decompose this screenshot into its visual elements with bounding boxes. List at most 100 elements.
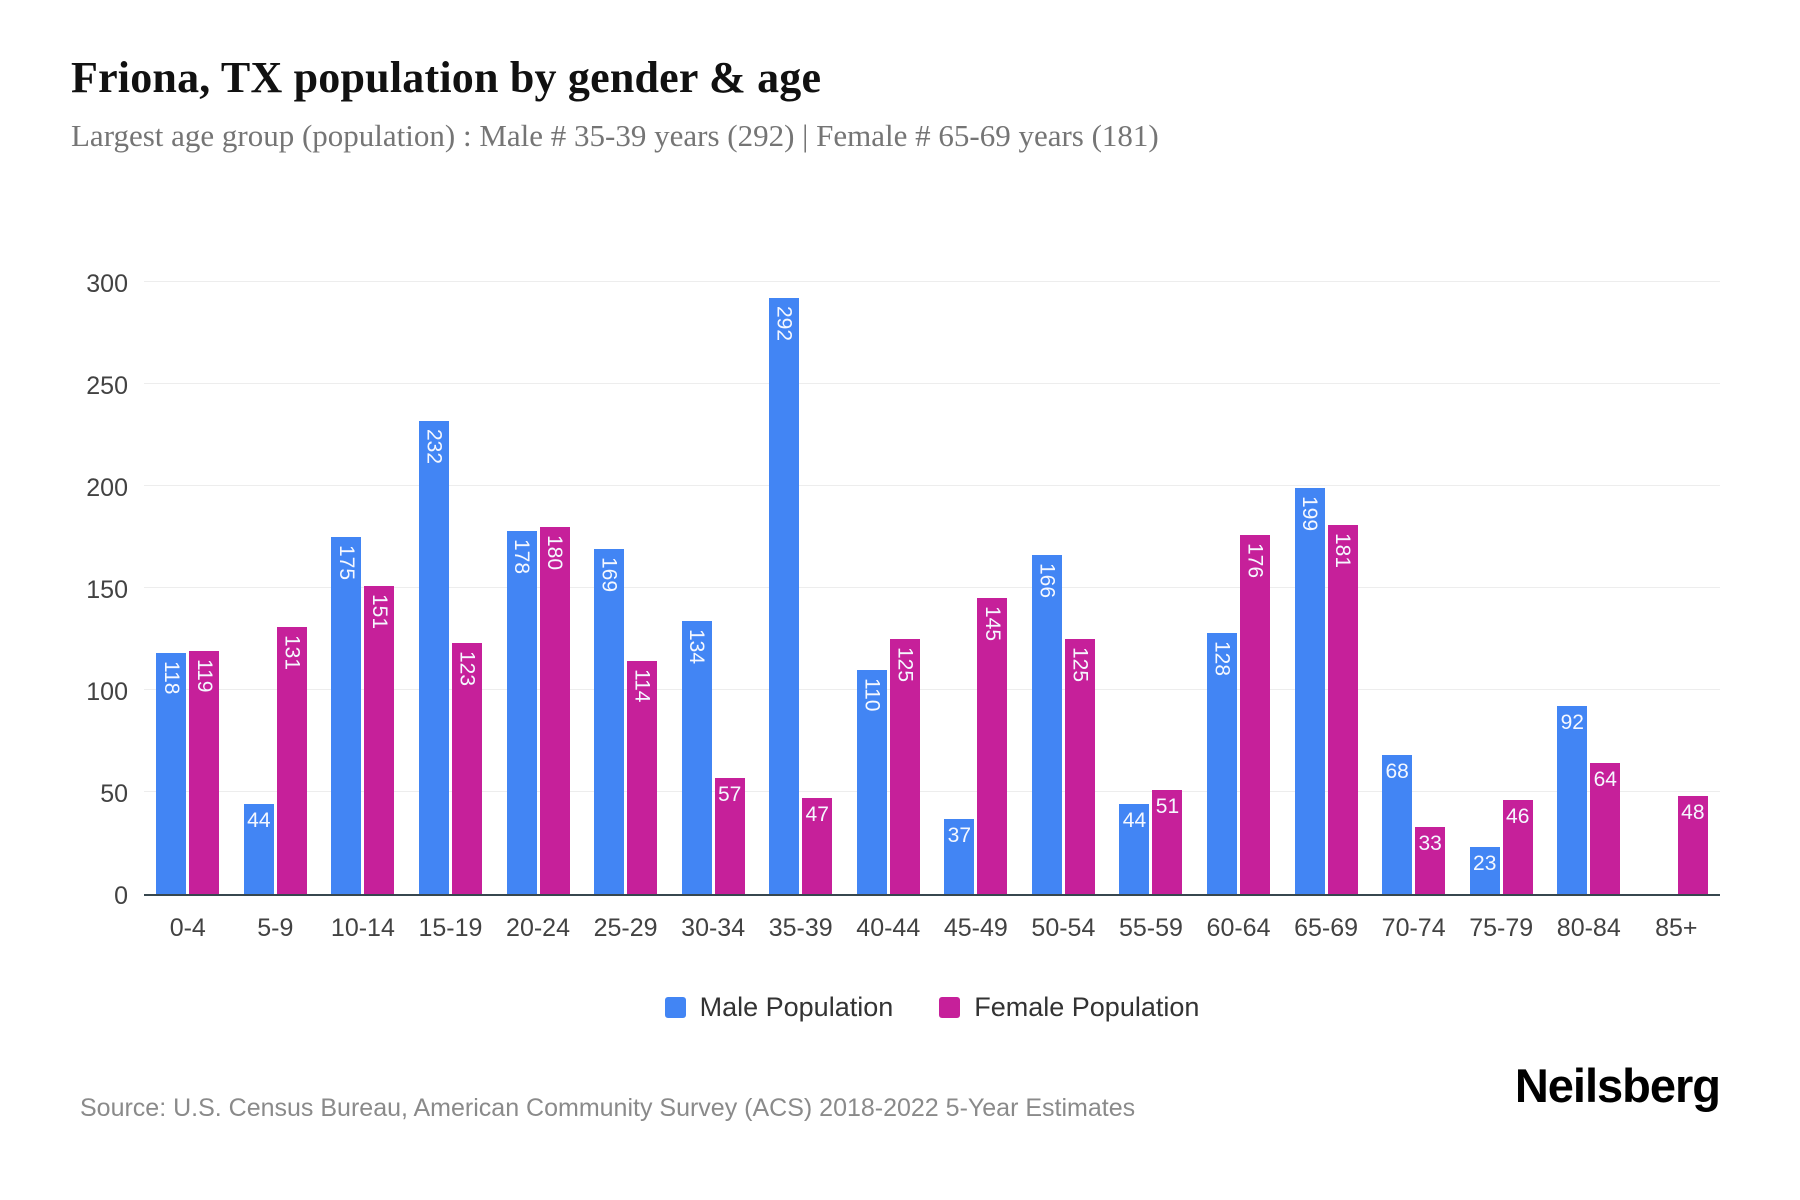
bar-female-30-34[interactable]: 57 xyxy=(714,777,745,894)
bar-male-50-54[interactable]: 166 xyxy=(1031,555,1062,894)
bar-value-label: 119 xyxy=(192,659,216,693)
bar-male-80-84[interactable]: 92 xyxy=(1557,706,1588,894)
bar-female-0-4[interactable]: 119 xyxy=(189,651,220,894)
bar-value-label: 48 xyxy=(1681,801,1705,825)
bar-value-label: 176 xyxy=(1243,542,1267,579)
bar-value-label: 118 xyxy=(159,661,183,695)
bar-value-label: 114 xyxy=(630,669,654,703)
x-tick-label-70-74: 70-74 xyxy=(1381,914,1446,942)
bar-female-75-79[interactable]: 46 xyxy=(1502,800,1533,894)
bar-male-15-19[interactable]: 232 xyxy=(418,420,449,894)
bar-male-5-9[interactable]: 44 xyxy=(243,804,274,894)
x-tick-label-15-19: 15-19 xyxy=(418,914,483,942)
bar-female-20-24[interactable]: 180 xyxy=(539,526,570,894)
bar-value-label: 57 xyxy=(717,782,742,806)
x-tick-label-45-49: 45-49 xyxy=(943,914,1008,942)
bar-female-25-29[interactable]: 114 xyxy=(627,661,658,894)
x-tick-label-80-84: 80-84 xyxy=(1556,914,1621,942)
legend-label-female: Female Population xyxy=(974,992,1200,1022)
x-tick-label-30-34: 30-34 xyxy=(681,914,746,942)
bar-male-20-24[interactable]: 178 xyxy=(506,530,537,894)
bar-value-label: 151 xyxy=(367,593,391,630)
bar-group-0-4: 118 119 xyxy=(144,284,232,894)
gridlines xyxy=(144,281,1720,894)
bar-female-15-19[interactable]: 123 xyxy=(451,643,482,894)
bar-group-70-74: 68 33 xyxy=(1370,284,1458,894)
bar-male-40-44[interactable]: 110 xyxy=(856,669,887,894)
bar-female-45-49[interactable]: 145 xyxy=(977,598,1008,894)
bar-group-10-14: 175 151 xyxy=(319,284,407,894)
bar-male-75-79[interactable]: 23 xyxy=(1469,847,1500,894)
bar-group-75-79: 23 46 xyxy=(1457,284,1545,894)
x-tick-label-35-39: 35-39 xyxy=(768,914,833,942)
bar-male-10-14[interactable]: 175 xyxy=(331,537,362,894)
bar-female-70-74[interactable]: 33 xyxy=(1415,826,1446,894)
bar-value-label: 110 xyxy=(860,677,884,712)
bar-male-30-34[interactable]: 134 xyxy=(681,620,712,894)
bar-value-label: 92 xyxy=(1560,711,1584,735)
bar-value-label: 44 xyxy=(1122,809,1147,833)
x-tick-label-75-79: 75-79 xyxy=(1469,914,1534,942)
x-tick-label-50-54: 50-54 xyxy=(1031,914,1096,942)
bar-value-label: 131 xyxy=(280,634,304,670)
bar-value-label: 123 xyxy=(455,651,479,687)
bar-value-label: 128 xyxy=(1210,640,1234,676)
x-tick-label-85+: 85+ xyxy=(1655,914,1698,942)
bar-female-50-54[interactable]: 125 xyxy=(1064,639,1095,894)
legend-item-male[interactable]: Male Population xyxy=(664,992,894,1023)
plot-area: 118 119 44 131 175 151 232 123 178 180 169 114 134 57… xyxy=(144,281,1721,896)
bar-group-85+: 48 xyxy=(1633,284,1721,894)
bar-female-60-64[interactable]: 176 xyxy=(1240,534,1271,894)
bar-male-35-39[interactable]: 292 xyxy=(769,298,800,894)
y-tick-label-0: 0 xyxy=(114,882,128,910)
bar-value-label: 181 xyxy=(1331,532,1355,568)
bar-value-label: 125 xyxy=(1068,647,1092,683)
bar-female-10-14[interactable]: 151 xyxy=(364,585,395,894)
y-axis: 0 50 100 150 200 250 300 xyxy=(52,270,128,910)
x-tick-label-40-44: 40-44 xyxy=(856,914,921,942)
gridline-200 xyxy=(144,485,1720,486)
legend-label-male: Male Population xyxy=(699,992,894,1022)
legend-item-female[interactable]: Female Population xyxy=(939,992,1199,1023)
bar-female-5-9[interactable]: 131 xyxy=(276,626,307,894)
x-axis: 0-4 5-9 10-14 15-19 20-24 25-29 30-34 35-39 40-4… xyxy=(144,906,1720,943)
bar-male-55-59[interactable]: 44 xyxy=(1119,804,1150,894)
bar-female-65-69[interactable]: 181 xyxy=(1327,524,1358,894)
female-series-swatch-icon xyxy=(939,997,961,1018)
bar-value-label: 134 xyxy=(685,628,709,664)
bar-male-70-74[interactable]: 68 xyxy=(1382,755,1413,894)
bar-group-15-19: 232 123 xyxy=(407,284,495,894)
bar-value-label: 199 xyxy=(1298,496,1322,532)
bar-male-0-4[interactable]: 118 xyxy=(156,653,187,894)
bar-value-label: 175 xyxy=(334,545,358,581)
bar-group-35-39: 292 47 xyxy=(757,284,845,894)
bar-group-30-34: 134 57 xyxy=(669,284,757,894)
bar-female-85+[interactable]: 48 xyxy=(1677,796,1708,894)
bar-value-label: 125 xyxy=(893,647,917,683)
brand-logo: Neilsberg xyxy=(1514,1059,1721,1112)
bar-value-label: 178 xyxy=(510,538,534,574)
bar-group-80-84: 92 64 xyxy=(1545,284,1633,894)
bar-male-60-64[interactable]: 128 xyxy=(1207,632,1238,894)
x-tick-label-20-24: 20-24 xyxy=(506,914,570,942)
bar-female-35-39[interactable]: 47 xyxy=(802,798,833,894)
bar-female-80-84[interactable]: 64 xyxy=(1590,763,1621,894)
bar-female-55-59[interactable]: 51 xyxy=(1152,789,1183,894)
bar-value-label: 47 xyxy=(805,803,829,827)
bar-male-45-49[interactable]: 37 xyxy=(944,818,975,894)
chart-title: Friona, TX population by gender & age xyxy=(71,53,822,102)
bar-male-65-69[interactable]: 199 xyxy=(1294,488,1325,894)
x-tick-label-65-69: 65-69 xyxy=(1294,914,1359,942)
bar-male-25-29[interactable]: 169 xyxy=(594,549,625,894)
bar-value-label: 33 xyxy=(1418,831,1442,855)
source-text: Source: U.S. Census Bureau, American Com… xyxy=(80,1094,1136,1122)
bar-female-40-44[interactable]: 125 xyxy=(889,639,920,894)
male-series-swatch-icon xyxy=(664,997,686,1018)
y-tick-label-300: 300 xyxy=(86,270,128,298)
bar-value-label: 23 xyxy=(1473,852,1497,876)
bar-value-label: 68 xyxy=(1385,760,1409,784)
bar-group-20-24: 178 180 xyxy=(494,284,582,894)
chart-subtitle: Largest age group (population) : Male # … xyxy=(71,118,1159,153)
bar-value-label: 64 xyxy=(1593,768,1617,792)
